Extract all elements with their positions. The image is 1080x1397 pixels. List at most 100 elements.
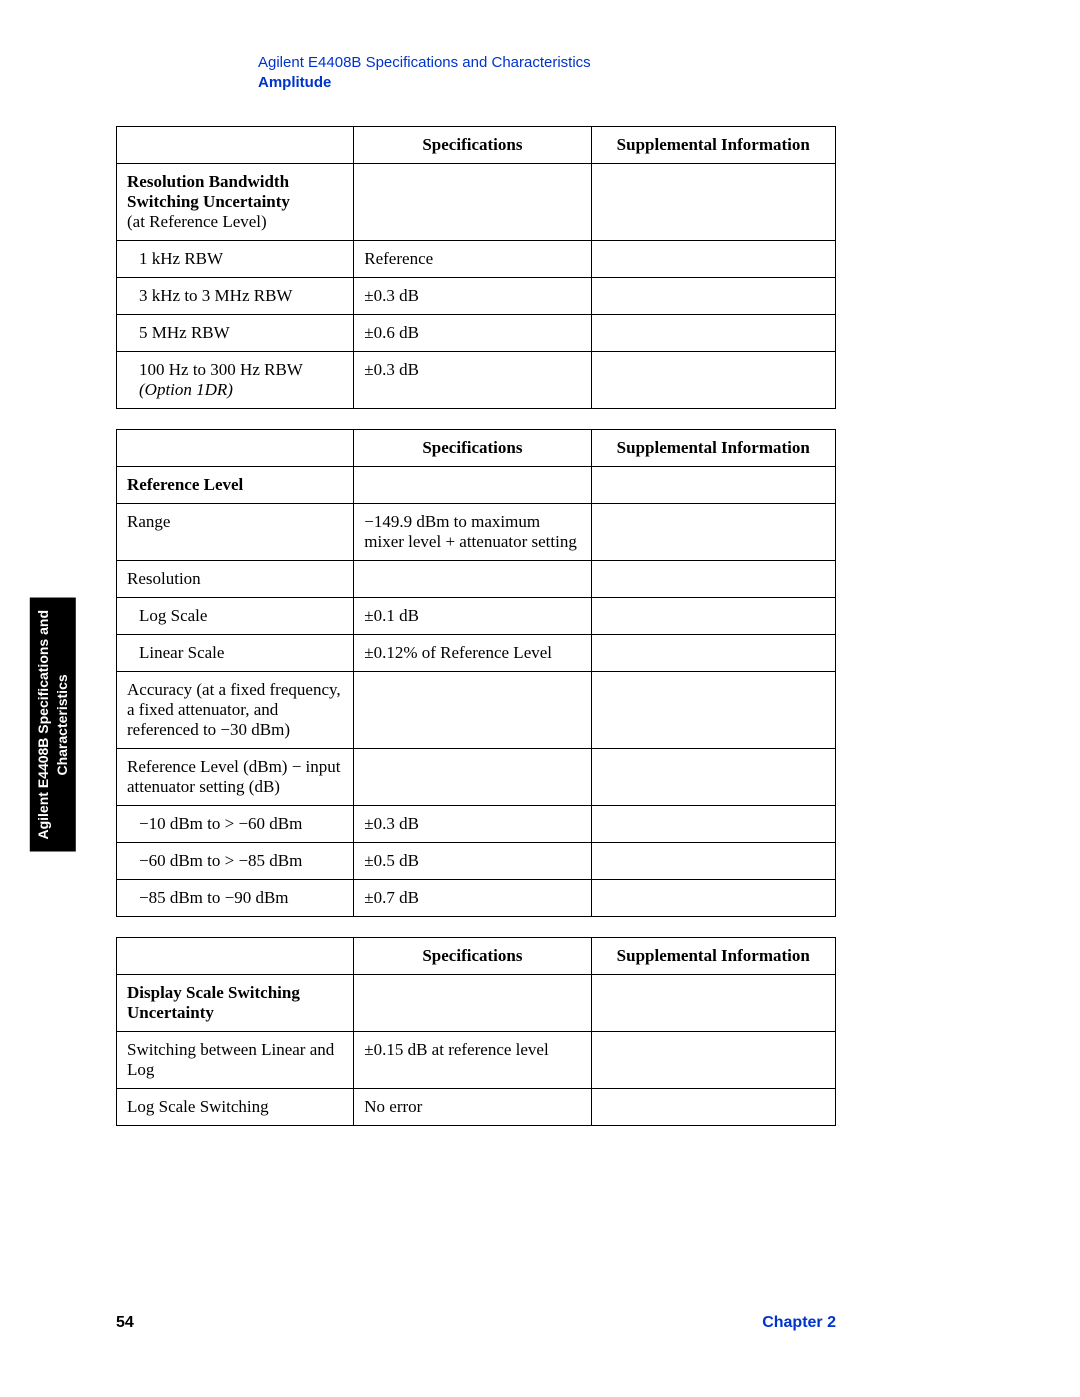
page-number: 54: [116, 1314, 134, 1331]
table-row: −10 dBm to > −60 dBm ±0.3 dB: [117, 806, 836, 843]
cell-spec: ±0.15 dB at reference level: [354, 1032, 591, 1089]
cell-label: Log Scale: [117, 598, 354, 635]
cell: [591, 164, 835, 241]
cell: [591, 806, 835, 843]
cell: [591, 315, 835, 352]
table-row: Log Scale ±0.1 dB: [117, 598, 836, 635]
table-row: Reference Level (dBm) − input attenuator…: [117, 749, 836, 806]
table-row: −60 dBm to > −85 dBm ±0.5 dB: [117, 843, 836, 880]
cell: [591, 975, 835, 1032]
cell: [354, 164, 591, 241]
cell-label: 1 kHz RBW: [117, 241, 354, 278]
cell-heading: Reference Level: [117, 467, 354, 504]
table-row: Display Scale Switching Uncertainty: [117, 975, 836, 1032]
table-display-scale: Specifications Supplemental Information …: [116, 937, 836, 1126]
table-row: Log Scale Switching No error: [117, 1089, 836, 1126]
cell-spec: ±0.12% of Reference Level: [354, 635, 591, 672]
table-resolution-bandwidth: Specifications Supplemental Information …: [116, 126, 836, 409]
cell-label: −10 dBm to > −60 dBm: [117, 806, 354, 843]
table-row: 3 kHz to 3 MHz RBW ±0.3 dB: [117, 278, 836, 315]
cell: [354, 975, 591, 1032]
table-header-row: Specifications Supplemental Information: [117, 938, 836, 975]
side-tab-line1: Agilent E4408B Specifications and: [35, 610, 51, 840]
cell: [591, 880, 835, 917]
header-supp: Supplemental Information: [591, 938, 835, 975]
header-blank: [117, 938, 354, 975]
cell-label: Range: [117, 504, 354, 561]
cell: [591, 749, 835, 806]
table-row: Reference Level: [117, 467, 836, 504]
cell-label: Log Scale Switching: [117, 1089, 354, 1126]
page-header: Agilent E4408B Specifications and Charac…: [258, 54, 591, 91]
row-label-italic: (Option 1DR): [139, 380, 233, 399]
header-blank: [117, 127, 354, 164]
cell: [591, 672, 835, 749]
table-row: Resolution: [117, 561, 836, 598]
header-supp: Supplemental Information: [591, 127, 835, 164]
cell-spec: [354, 561, 591, 598]
header-section: Amplitude: [258, 74, 591, 91]
cell-label: 5 MHz RBW: [117, 315, 354, 352]
cell-label: Resolution: [117, 561, 354, 598]
table-row: 5 MHz RBW ±0.6 dB: [117, 315, 836, 352]
cell-label: Reference Level (dBm) − input attenuator…: [117, 749, 354, 806]
cell-spec: −149.9 dBm to maximum mixer level + atte…: [354, 504, 591, 561]
table-row: 1 kHz RBW Reference: [117, 241, 836, 278]
cell-label: Switching between Linear and Log: [117, 1032, 354, 1089]
table-reference-level: Specifications Supplemental Information …: [116, 429, 836, 917]
cell-label: 3 kHz to 3 MHz RBW: [117, 278, 354, 315]
chapter-label: Chapter 2: [762, 1314, 836, 1332]
heading-plain: (at Reference Level): [127, 212, 267, 231]
cell: [591, 635, 835, 672]
cell-spec: Reference: [354, 241, 591, 278]
cell: [591, 352, 835, 409]
side-tab-line2: Characteristics: [54, 674, 70, 775]
cell: [591, 241, 835, 278]
cell-label: 100 Hz to 300 Hz RBW (Option 1DR): [117, 352, 354, 409]
cell: [591, 504, 835, 561]
side-tab: Agilent E4408B Specifications and Charac…: [30, 598, 76, 852]
cell: [591, 598, 835, 635]
cell-spec: ±0.7 dB: [354, 880, 591, 917]
cell-heading: Display Scale Switching Uncertainty: [117, 975, 354, 1032]
cell-label: −60 dBm to > −85 dBm: [117, 843, 354, 880]
table-row: Accuracy (at a fixed frequency, a fixed …: [117, 672, 836, 749]
cell: [591, 843, 835, 880]
cell-spec: [354, 672, 591, 749]
header-supp: Supplemental Information: [591, 430, 835, 467]
cell-spec: ±0.3 dB: [354, 352, 591, 409]
table-row: −85 dBm to −90 dBm ±0.7 dB: [117, 880, 836, 917]
cell-spec: [354, 749, 591, 806]
header-title: Agilent E4408B Specifications and Charac…: [258, 54, 591, 71]
table-row: Linear Scale ±0.12% of Reference Level: [117, 635, 836, 672]
cell: [591, 278, 835, 315]
cell-spec: ±0.3 dB: [354, 278, 591, 315]
header-specs: Specifications: [354, 430, 591, 467]
header-specs: Specifications: [354, 127, 591, 164]
cell-label: Accuracy (at a fixed frequency, a fixed …: [117, 672, 354, 749]
cell-heading: Resolution Bandwidth Switching Uncertain…: [117, 164, 354, 241]
table-row: 100 Hz to 300 Hz RBW (Option 1DR) ±0.3 d…: [117, 352, 836, 409]
cell-spec: ±0.3 dB: [354, 806, 591, 843]
table-header-row: Specifications Supplemental Information: [117, 430, 836, 467]
table-row: Switching between Linear and Log ±0.15 d…: [117, 1032, 836, 1089]
cell: [354, 467, 591, 504]
cell-spec: ±0.6 dB: [354, 315, 591, 352]
tables-container: Specifications Supplemental Information …: [116, 126, 836, 1146]
row-label: 100 Hz to 300 Hz RBW: [139, 360, 303, 379]
page-footer: 54 Chapter 2: [116, 1314, 836, 1332]
cell-spec: ±0.1 dB: [354, 598, 591, 635]
table-header-row: Specifications Supplemental Information: [117, 127, 836, 164]
cell: [591, 561, 835, 598]
cell: [591, 467, 835, 504]
cell: [591, 1032, 835, 1089]
header-blank: [117, 430, 354, 467]
table-row: Range −149.9 dBm to maximum mixer level …: [117, 504, 836, 561]
header-specs: Specifications: [354, 938, 591, 975]
cell-label: −85 dBm to −90 dBm: [117, 880, 354, 917]
cell-spec: ±0.5 dB: [354, 843, 591, 880]
cell-spec: No error: [354, 1089, 591, 1126]
cell-label: Linear Scale: [117, 635, 354, 672]
cell: [591, 1089, 835, 1126]
table-row: Resolution Bandwidth Switching Uncertain…: [117, 164, 836, 241]
